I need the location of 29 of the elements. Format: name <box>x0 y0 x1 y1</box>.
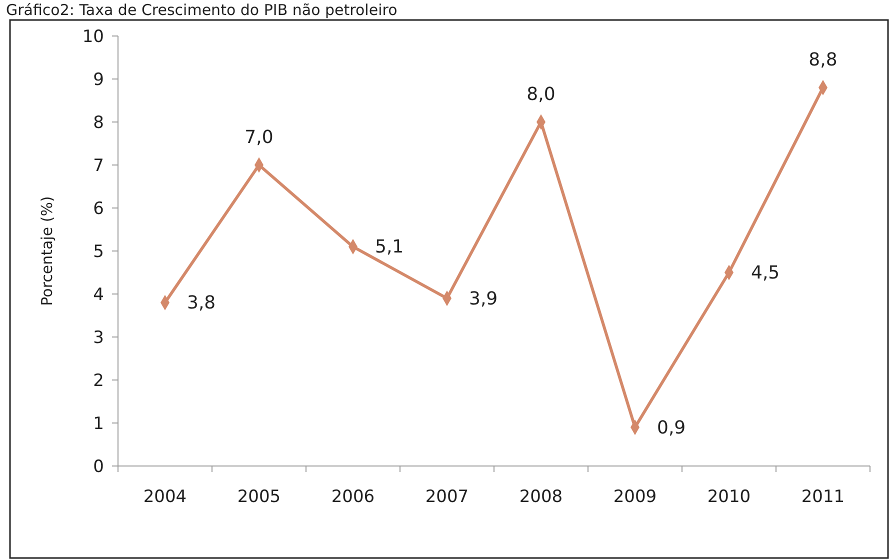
y-tick-label: 4 <box>93 284 104 305</box>
y-tick-label: 9 <box>93 70 104 90</box>
x-tick-label: 2005 <box>237 487 281 507</box>
y-tick-label: 0 <box>93 456 104 477</box>
x-tick-label: 2007 <box>425 487 469 507</box>
data-label: 7,0 <box>244 127 274 148</box>
data-label: 8,8 <box>808 50 838 71</box>
x-tick-label: 2009 <box>613 487 657 507</box>
x-tick-label: 2008 <box>519 487 563 507</box>
y-tick-label: 1 <box>93 414 104 434</box>
data-label: 4,5 <box>751 262 780 284</box>
y-tick-label: 2 <box>93 370 104 391</box>
chart-title: Gráfico2: Taxa de Crescimento do PIB não petroleiro <box>6 1 398 19</box>
x-tick-label: 2004 <box>143 487 187 507</box>
data-label: 3,8 <box>187 292 216 314</box>
y-tick-label: 10 <box>82 26 104 47</box>
y-tick-label: 8 <box>93 112 104 133</box>
y-tick-label: 5 <box>93 242 104 262</box>
data-label: 8,0 <box>526 84 556 105</box>
x-tick-label: 2006 <box>331 487 375 507</box>
data-label: 5,1 <box>375 236 404 258</box>
y-tick-label: 6 <box>93 198 104 219</box>
y-tick-label: 3 <box>93 328 104 348</box>
y-axis-title: Porcentaje (%) <box>38 196 56 306</box>
y-tick-label: 7 <box>93 156 104 176</box>
data-label: 0,9 <box>657 417 686 438</box>
data-label: 3,9 <box>469 288 498 310</box>
x-tick-label: 2011 <box>801 487 845 507</box>
x-tick-label: 2010 <box>707 487 751 507</box>
